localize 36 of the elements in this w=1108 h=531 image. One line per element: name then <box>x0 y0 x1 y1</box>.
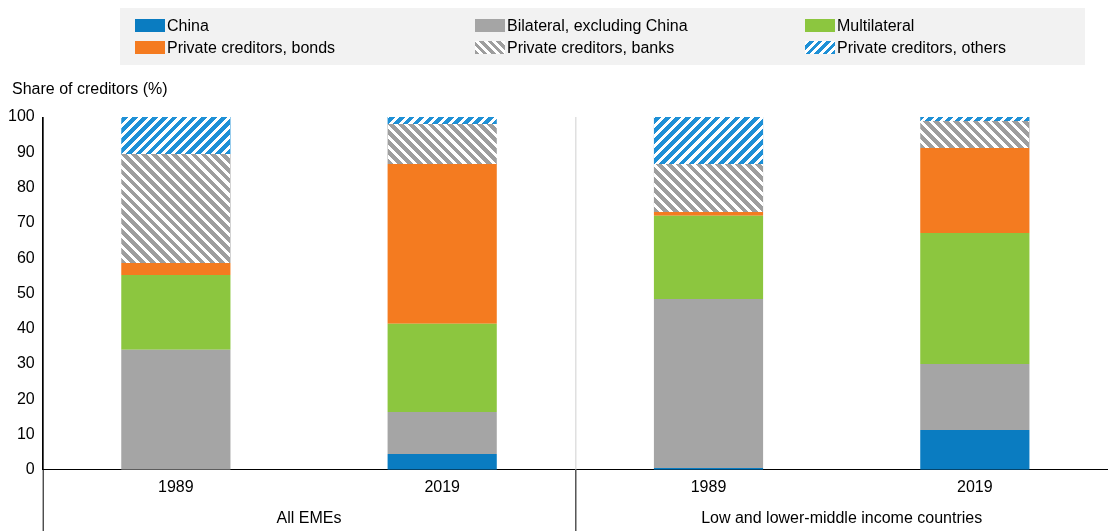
bar <box>387 453 497 470</box>
y-tick-label: 0 <box>25 460 35 478</box>
legend-label: Multilateral <box>837 16 915 35</box>
y-tick-label: 50 <box>16 283 35 301</box>
x-tick-label: 1989 <box>690 477 727 495</box>
x-tick-label: 2019 <box>424 477 461 495</box>
y-tick-label: 40 <box>16 319 35 337</box>
y-tick-label: 90 <box>16 142 35 160</box>
y-tick-label: 30 <box>16 354 35 372</box>
bar <box>920 233 1030 364</box>
y-tick-label: 100 <box>7 107 35 125</box>
bar <box>653 299 764 469</box>
x-tick-label: 2019 <box>957 477 993 495</box>
bar <box>387 323 497 412</box>
legend-label: Bilateral, excluding China <box>507 16 688 35</box>
text: Low and lower-middle income countries <box>701 509 983 527</box>
bar <box>653 211 764 216</box>
legend-label: Private creditors, others <box>837 38 1006 57</box>
y-tick-label: 70 <box>16 213 35 231</box>
y-axis-title: Share of creditors (%) <box>12 80 168 98</box>
legend-label: Private creditors, banks <box>507 38 675 57</box>
legend-label: China <box>167 16 209 35</box>
bar <box>920 363 1030 430</box>
bar <box>121 263 231 276</box>
text: All EMEs <box>276 509 342 527</box>
y-tick-label: 80 <box>16 177 35 195</box>
bar <box>387 411 497 454</box>
x-tick-label: 1989 <box>158 477 194 495</box>
y-tick-label: 60 <box>16 248 35 266</box>
bar <box>920 429 1030 470</box>
y-tick-label: 20 <box>16 389 35 407</box>
y-tick-label: 10 <box>16 424 35 442</box>
bar <box>653 215 764 300</box>
bar <box>121 275 231 350</box>
bar <box>121 349 231 470</box>
legend-label: Private creditors, bonds <box>167 38 336 57</box>
